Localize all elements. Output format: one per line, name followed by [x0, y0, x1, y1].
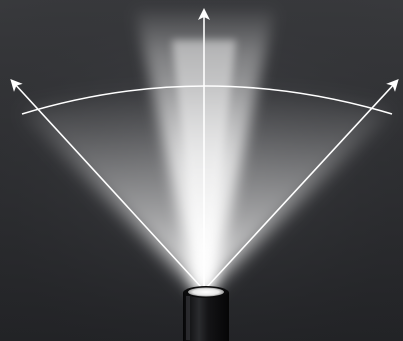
right-edge-arrow: [205, 79, 399, 289]
beam-angle-arc: [21, 85, 393, 115]
flashlight-body: [183, 290, 229, 341]
flashlight-lens: [188, 287, 224, 297]
flashlight-highlight: [186, 296, 190, 340]
flashlight-icon: [183, 286, 229, 341]
left-edge-arrow: [10, 79, 203, 289]
